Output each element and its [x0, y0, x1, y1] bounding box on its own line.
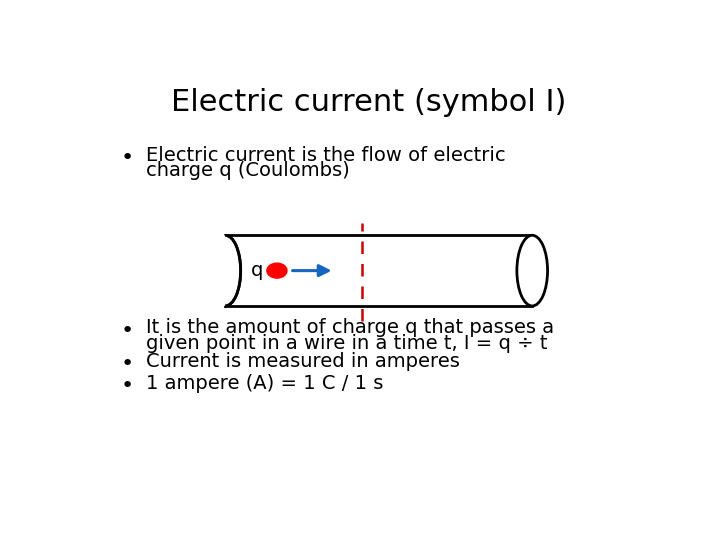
Text: given point in a wire in a time t, I = q ÷ t: given point in a wire in a time t, I = q… — [145, 334, 547, 353]
Text: Electric current (symbol I): Electric current (symbol I) — [171, 87, 567, 117]
Text: q: q — [251, 261, 263, 280]
Ellipse shape — [517, 235, 547, 306]
Text: •: • — [121, 376, 134, 396]
Text: •: • — [121, 321, 134, 341]
Text: Electric current is the flow of electric: Electric current is the flow of electric — [145, 146, 505, 165]
Text: •: • — [121, 148, 134, 168]
Bar — [225, 235, 532, 306]
Text: charge q (Coulombs): charge q (Coulombs) — [145, 161, 349, 180]
Text: Current is measured in amperes: Current is measured in amperes — [145, 352, 459, 370]
Ellipse shape — [210, 235, 240, 306]
Text: 1 ampere (A) = 1 C / 1 s: 1 ampere (A) = 1 C / 1 s — [145, 374, 383, 393]
FancyArrowPatch shape — [292, 266, 328, 275]
Text: •: • — [121, 354, 134, 374]
Text: It is the amount of charge q that passes a: It is the amount of charge q that passes… — [145, 319, 554, 338]
Circle shape — [267, 263, 287, 278]
